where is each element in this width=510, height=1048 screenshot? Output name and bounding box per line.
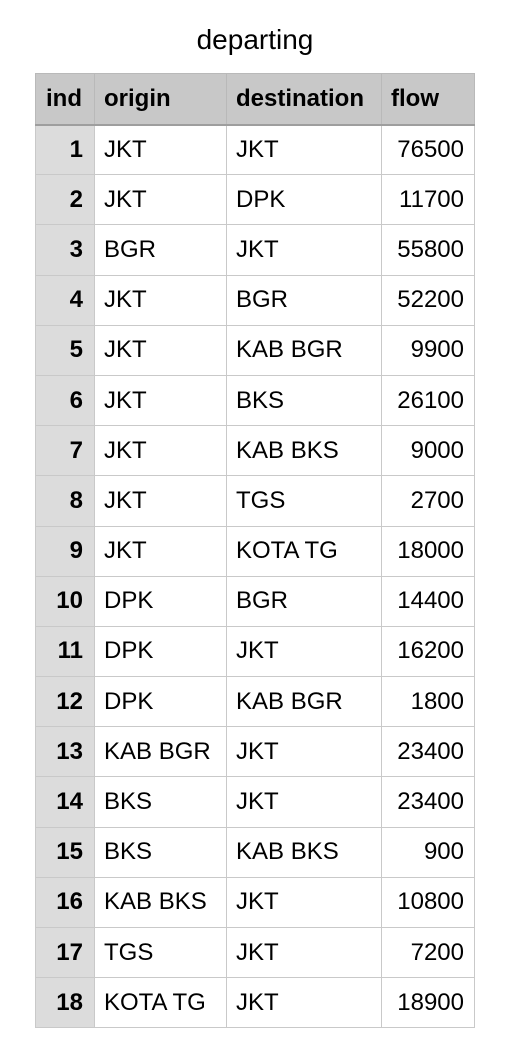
destination-cell[interactable]: JKT xyxy=(226,625,382,678)
table-row: 3 BGR JKT 55800 xyxy=(35,224,475,276)
origin-cell[interactable]: KAB BGR xyxy=(94,726,227,778)
destination-cell[interactable]: JKT xyxy=(226,926,382,979)
flow-cell[interactable]: 900 xyxy=(381,826,475,878)
origin-cell[interactable]: JKT xyxy=(94,374,227,427)
flow-cell[interactable]: 9000 xyxy=(381,425,475,477)
flow-cell[interactable]: 23400 xyxy=(381,776,475,828)
table-row: 4 JKT BGR 52200 xyxy=(35,274,475,326)
flow-cell[interactable]: 1800 xyxy=(381,676,475,728)
table-row: 14 BKS JKT 23400 xyxy=(35,776,475,828)
destination-cell[interactable]: BKS xyxy=(226,374,382,427)
destination-cell[interactable]: KAB BKS xyxy=(226,425,382,477)
origin-cell[interactable]: DPK xyxy=(94,676,227,728)
flow-cell[interactable]: 18000 xyxy=(381,525,475,577)
flow-cell[interactable]: 16200 xyxy=(381,625,475,678)
row-index-cell[interactable]: 9 xyxy=(35,525,95,577)
row-index-cell[interactable]: 8 xyxy=(35,475,95,527)
header-row: ind origin destination flow xyxy=(35,73,475,126)
table-row: 15 BKS KAB BKS 900 xyxy=(35,826,475,878)
row-index-cell[interactable]: 4 xyxy=(35,274,95,326)
table-row: 12 DPK KAB BGR 1800 xyxy=(35,676,475,728)
table-row: 6 JKT BKS 26100 xyxy=(35,374,475,427)
destination-cell[interactable]: KAB BKS xyxy=(226,826,382,878)
origin-cell[interactable]: BKS xyxy=(94,776,227,828)
origin-cell[interactable]: JKT xyxy=(94,324,227,376)
row-index-cell[interactable]: 5 xyxy=(35,324,95,376)
origin-cell[interactable]: DPK xyxy=(94,625,227,678)
flow-cell[interactable]: 18900 xyxy=(381,977,475,1029)
destination-cell[interactable]: JKT xyxy=(226,977,382,1029)
origin-cell[interactable]: JKT xyxy=(94,123,227,176)
origin-cell[interactable]: JKT xyxy=(94,174,227,226)
flow-cell[interactable]: 9900 xyxy=(381,324,475,376)
flow-cell[interactable]: 10800 xyxy=(381,876,475,929)
origin-cell[interactable]: JKT xyxy=(94,274,227,326)
row-index-cell[interactable]: 7 xyxy=(35,425,95,477)
table-row: 9 JKT KOTA TG 18000 xyxy=(35,525,475,577)
flow-cell[interactable]: 26100 xyxy=(381,374,475,427)
origin-cell[interactable]: JKT xyxy=(94,475,227,527)
flow-cell[interactable]: 76500 xyxy=(381,123,475,176)
table-row: 17 TGS JKT 7200 xyxy=(35,926,475,979)
table-row: 10 DPK BGR 14400 xyxy=(35,575,475,627)
origin-cell[interactable]: BKS xyxy=(94,826,227,878)
table-row: 2 JKT DPK 11700 xyxy=(35,174,475,226)
destination-cell[interactable]: JKT xyxy=(226,123,382,176)
row-index-cell[interactable]: 12 xyxy=(35,676,95,728)
table-row: 8 JKT TGS 2700 xyxy=(35,475,475,527)
flow-cell[interactable]: 23400 xyxy=(381,726,475,778)
row-index-cell[interactable]: 16 xyxy=(35,876,95,929)
destination-cell[interactable]: BGR xyxy=(226,575,382,627)
row-index-cell[interactable]: 13 xyxy=(35,726,95,778)
row-index-cell[interactable]: 1 xyxy=(35,123,95,176)
origin-cell[interactable]: BGR xyxy=(94,224,227,276)
row-index-cell[interactable]: 17 xyxy=(35,926,95,979)
destination-cell[interactable]: KAB BGR xyxy=(226,324,382,376)
row-index-cell[interactable]: 15 xyxy=(35,826,95,878)
destination-cell[interactable]: TGS xyxy=(226,475,382,527)
flow-cell[interactable]: 2700 xyxy=(381,475,475,527)
table-row: 16 KAB BKS JKT 10800 xyxy=(35,876,475,929)
destination-cell[interactable]: DPK xyxy=(226,174,382,226)
row-index-cell[interactable]: 14 xyxy=(35,776,95,828)
table-row: 13 KAB BGR JKT 23400 xyxy=(35,726,475,778)
origin-cell[interactable]: TGS xyxy=(94,926,227,979)
origin-cell[interactable]: JKT xyxy=(94,425,227,477)
data-table: ind origin destination flow 1 JKT JKT 76500… xyxy=(35,73,475,1029)
origin-cell[interactable]: JKT xyxy=(94,525,227,577)
origin-cell[interactable]: KOTA TG xyxy=(94,977,227,1029)
column-header-destination[interactable]: destination xyxy=(226,73,382,126)
flow-cell[interactable]: 11700 xyxy=(381,174,475,226)
row-index-cell[interactable]: 6 xyxy=(35,374,95,427)
origin-cell[interactable]: DPK xyxy=(94,575,227,627)
table-row: 11 DPK JKT 16200 xyxy=(35,625,475,678)
table-header: ind origin destination flow xyxy=(35,73,475,126)
flow-cell[interactable]: 55800 xyxy=(381,224,475,276)
destination-cell[interactable]: JKT xyxy=(226,876,382,929)
row-index-cell[interactable]: 18 xyxy=(35,977,95,1029)
table-body: 1 JKT JKT 76500 2 JKT DPK 11700 3 BGR JKT 55800 4 JKT… xyxy=(35,123,475,1029)
row-index-cell[interactable]: 11 xyxy=(35,625,95,678)
row-index-cell[interactable]: 3 xyxy=(35,224,95,276)
table-row: 18 KOTA TG JKT 18900 xyxy=(35,977,475,1029)
flow-cell[interactable]: 14400 xyxy=(381,575,475,627)
destination-cell[interactable]: JKT xyxy=(226,224,382,276)
table-row: 1 JKT JKT 76500 xyxy=(35,123,475,176)
column-header-origin[interactable]: origin xyxy=(94,73,227,126)
row-index-cell[interactable]: 10 xyxy=(35,575,95,627)
column-header-ind[interactable]: ind xyxy=(35,73,95,126)
column-header-flow[interactable]: flow xyxy=(381,73,475,126)
flow-cell[interactable]: 7200 xyxy=(381,926,475,979)
destination-cell[interactable]: KOTA TG xyxy=(226,525,382,577)
table-row: 5 JKT KAB BGR 9900 xyxy=(35,324,475,376)
table-row: 7 JKT KAB BKS 9000 xyxy=(35,425,475,477)
destination-cell[interactable]: BGR xyxy=(226,274,382,326)
table-title: departing xyxy=(196,24,314,55)
origin-cell[interactable]: KAB BKS xyxy=(94,876,227,929)
destination-cell[interactable]: JKT xyxy=(226,776,382,828)
destination-cell[interactable]: JKT xyxy=(226,726,382,778)
destination-cell[interactable]: KAB BGR xyxy=(226,676,382,728)
row-index-cell[interactable]: 2 xyxy=(35,174,95,226)
flow-cell[interactable]: 52200 xyxy=(381,274,475,326)
